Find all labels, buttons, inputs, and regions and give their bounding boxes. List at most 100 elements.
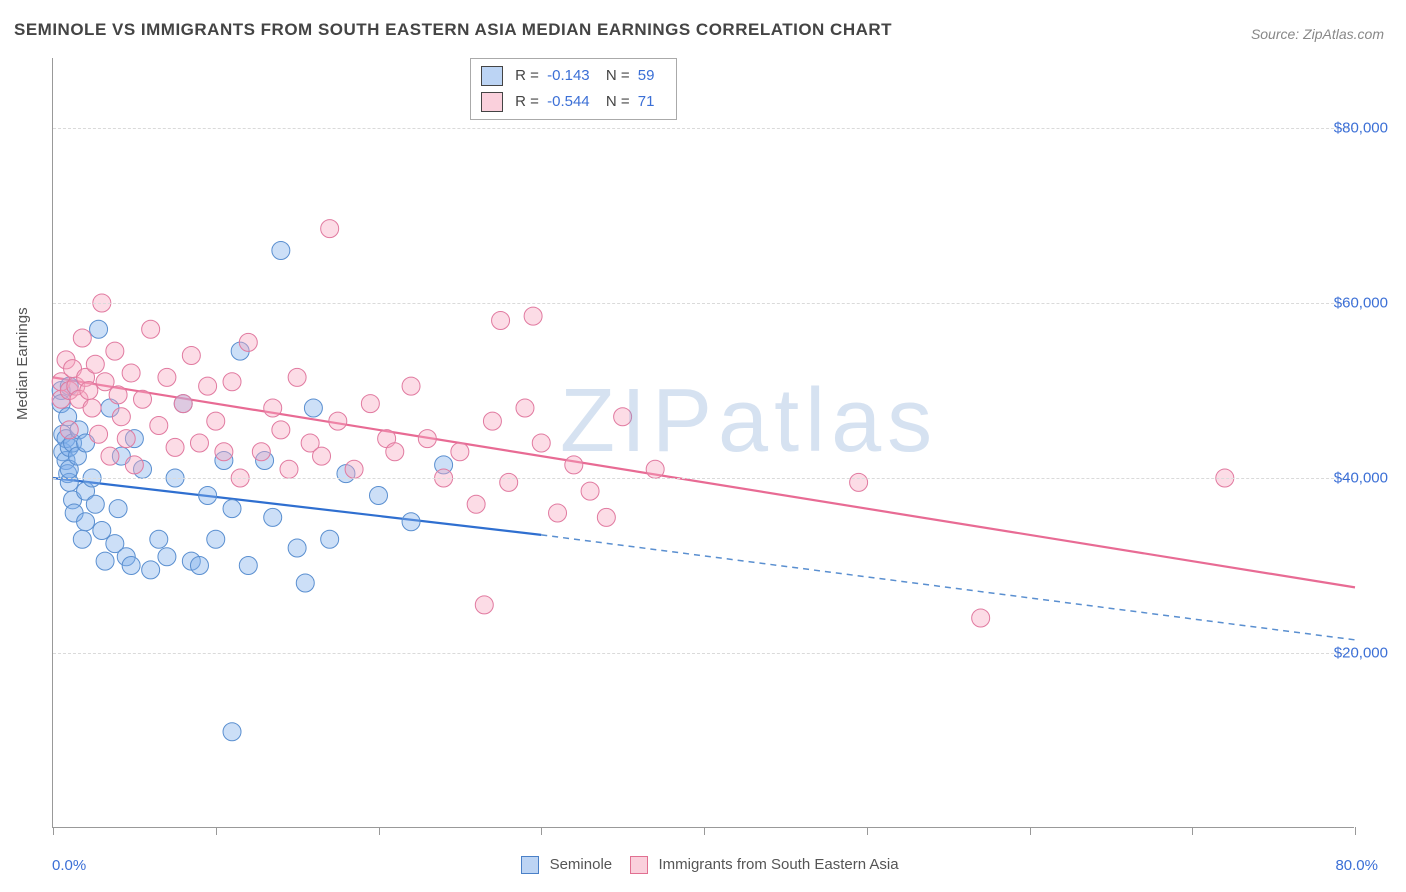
data-point (73, 530, 91, 548)
data-point (581, 482, 599, 500)
data-point (972, 609, 990, 627)
data-point (190, 434, 208, 452)
chart-title: SEMINOLE VS IMMIGRANTS FROM SOUTH EASTER… (14, 20, 892, 40)
data-point (109, 500, 127, 518)
scatter-plot-svg (53, 58, 1354, 827)
data-point (402, 377, 420, 395)
data-point (158, 368, 176, 386)
data-point (516, 399, 534, 417)
data-point (252, 443, 270, 461)
data-point (321, 220, 339, 238)
data-point (223, 373, 241, 391)
chart-plot-area (52, 58, 1354, 828)
bottom-legend: Seminole Immigrants from South Eastern A… (0, 856, 1406, 874)
data-point (60, 421, 78, 439)
data-point (223, 723, 241, 741)
data-point (313, 447, 331, 465)
data-point (215, 443, 233, 461)
data-point (96, 552, 114, 570)
data-point (288, 539, 306, 557)
data-point (597, 508, 615, 526)
data-point (158, 548, 176, 566)
r-value-seminole: -0.143 (547, 67, 590, 84)
y-tick-label: $40,000 (1334, 470, 1388, 487)
legend-label-immigrants: Immigrants from South Eastern Asia (658, 856, 898, 873)
data-point (321, 530, 339, 548)
data-point (264, 508, 282, 526)
data-point (280, 460, 298, 478)
swatch-pink-icon (481, 92, 503, 112)
stats-row-seminole: R = -0.143 N = 59 (481, 63, 666, 89)
data-point (77, 513, 95, 531)
data-point (106, 342, 124, 360)
data-point (174, 395, 192, 413)
data-point (239, 333, 257, 351)
data-point (112, 408, 130, 426)
n-value-seminole: 59 (638, 67, 655, 84)
data-point (264, 399, 282, 417)
data-point (182, 347, 200, 365)
data-point (207, 412, 225, 430)
data-point (565, 456, 583, 474)
data-point (134, 390, 152, 408)
data-point (475, 596, 493, 614)
data-point (90, 425, 108, 443)
data-point (73, 329, 91, 347)
data-point (109, 386, 127, 404)
data-point (345, 460, 363, 478)
data-point (122, 557, 140, 575)
data-point (142, 320, 160, 338)
data-point (304, 399, 322, 417)
data-point (370, 487, 388, 505)
legend-swatch-pink-icon (630, 856, 648, 874)
data-point (296, 574, 314, 592)
data-point (93, 522, 111, 540)
data-point (90, 320, 108, 338)
correlation-stats-box: R = -0.143 N = 59 R = -0.544 N = 71 (470, 58, 677, 120)
n-value-immigrants: 71 (638, 93, 655, 110)
data-point (80, 382, 98, 400)
data-point (614, 408, 632, 426)
data-point (150, 417, 168, 435)
data-point (96, 373, 114, 391)
data-point (125, 456, 143, 474)
data-point (223, 500, 241, 518)
legend-label-seminole: Seminole (550, 856, 613, 873)
data-point (166, 438, 184, 456)
data-point (101, 447, 119, 465)
data-point (850, 473, 868, 491)
data-point (386, 443, 404, 461)
data-point (532, 434, 550, 452)
swatch-blue-icon (481, 66, 503, 86)
legend-swatch-blue-icon (521, 856, 539, 874)
y-axis-label: Median Earnings (14, 307, 31, 420)
data-point (122, 364, 140, 382)
data-point (402, 513, 420, 531)
y-tick-label: $80,000 (1334, 120, 1388, 137)
data-point (117, 430, 135, 448)
data-point (272, 421, 290, 439)
data-point (86, 495, 104, 513)
data-point (142, 561, 160, 579)
data-point (500, 473, 518, 491)
data-point (467, 495, 485, 513)
data-point (483, 412, 501, 430)
data-point (288, 368, 306, 386)
data-point (199, 487, 217, 505)
data-point (207, 530, 225, 548)
data-point (272, 242, 290, 260)
data-point (199, 377, 217, 395)
source-attribution: Source: ZipAtlas.com (1251, 26, 1384, 42)
data-point (451, 443, 469, 461)
data-point (361, 395, 379, 413)
data-point (524, 307, 542, 325)
data-point (83, 399, 101, 417)
data-point (86, 355, 104, 373)
data-point (190, 557, 208, 575)
r-value-immigrants: -0.544 (547, 93, 590, 110)
data-point (150, 530, 168, 548)
data-point (239, 557, 257, 575)
data-point (418, 430, 436, 448)
data-point (492, 312, 510, 330)
data-point (646, 460, 664, 478)
